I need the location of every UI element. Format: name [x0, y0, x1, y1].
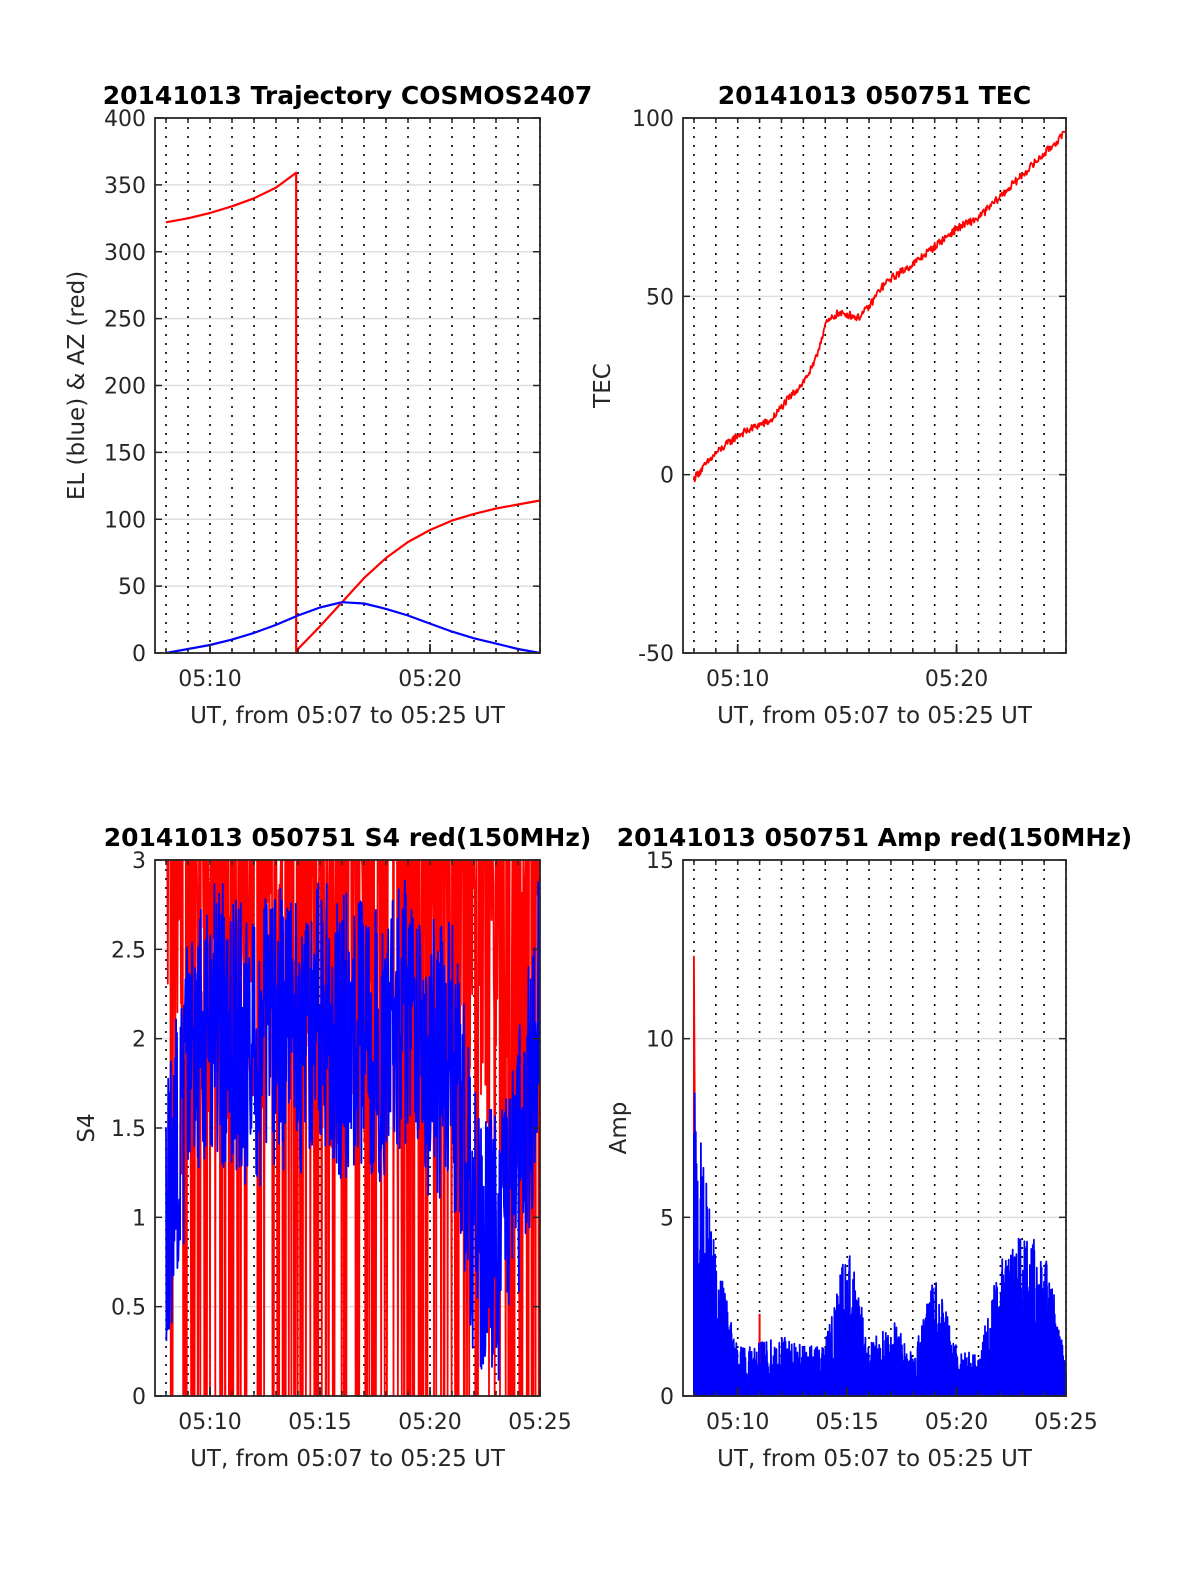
- y-tick-label: 0: [132, 642, 146, 667]
- x-tick-label: 05:15: [288, 1410, 351, 1435]
- x-axis-label: UT, from 05:07 to 05:25 UT: [717, 703, 1033, 729]
- x-tick-label: 05:20: [925, 1410, 988, 1435]
- y-tick-label: 50: [118, 575, 146, 600]
- y-tick-label: 15: [646, 849, 674, 874]
- y-tick-label: 150: [104, 441, 146, 466]
- y-tick-label: 2.5: [111, 938, 146, 963]
- axes-frame: [682, 859, 1067, 1397]
- series-line-1: [165, 171, 541, 655]
- y-tick-label: 1.5: [111, 1117, 146, 1142]
- x-tick-label: 05:20: [398, 667, 461, 692]
- y-tick-label: 1: [132, 1206, 146, 1231]
- y-tick-label: 5: [660, 1206, 674, 1231]
- plot-area: [683, 118, 1066, 653]
- y-tick-label: -50: [638, 642, 674, 667]
- chart-title: 20141013 Trajectory COSMOS2407: [103, 81, 593, 110]
- y-tick-label: 100: [104, 508, 146, 533]
- y-axis-label: TEC: [590, 363, 616, 409]
- chart-title: 20141013 050751 S4 red(150MHz): [104, 823, 592, 852]
- x-tick-label: 05:20: [398, 1410, 461, 1435]
- x-axis-label: UT, from 05:07 to 05:25 UT: [717, 1446, 1033, 1472]
- series-line-2: [693, 1092, 1067, 1397]
- x-tick-label: 05:20: [925, 667, 988, 692]
- y-tick-label: 100: [632, 107, 674, 132]
- x-tick-label: 05:10: [178, 1410, 241, 1435]
- x-tick-label: 05:10: [178, 667, 241, 692]
- chart-panel-2: -50 0 50 100 05:10 05:20 20141013 050751 TEC UT…: [590, 81, 1067, 729]
- y-tick-label: 400: [104, 107, 146, 132]
- series-line-1: [693, 130, 1067, 483]
- axes-frame: [682, 117, 1067, 654]
- y-axis-label: EL (blue) & AZ (red): [64, 271, 90, 500]
- y-tick-label: 0: [660, 1385, 674, 1410]
- x-axis-label: UT, from 05:07 to 05:25 UT: [190, 703, 506, 729]
- x-tick-label: 05:25: [1034, 1410, 1097, 1435]
- x-tick-label: 05:15: [815, 1410, 878, 1435]
- y-tick-label: 2: [132, 1028, 146, 1053]
- chart-panel-3: 0 0.5 1 1.5 2 2.5 3 05:10 05:15 05:20 05:25 2014101…: [74, 823, 591, 1472]
- y-tick-label: 0: [132, 1385, 146, 1410]
- chart-panel-4: 0 5 10 15 05:10 05:15 05:20 05:25 20141013 05075…: [606, 823, 1132, 1472]
- x-tick-label: 05:25: [508, 1410, 571, 1435]
- series-line-2: [165, 879, 541, 1381]
- chart-panel-1: 0 50 100 150 200 250 300 350 400 05:10 05:20 201410…: [64, 81, 592, 729]
- y-tick-label: 3: [132, 849, 146, 874]
- y-tick-label: 350: [104, 174, 146, 199]
- y-tick-label: 200: [104, 375, 146, 400]
- chart-title: 20141013 050751 Amp red(150MHz): [617, 823, 1133, 852]
- y-tick-label: 0.5: [111, 1296, 146, 1321]
- y-axis-label: S4: [74, 1113, 100, 1142]
- y-tick-label: 10: [646, 1028, 674, 1053]
- x-tick-label: 05:10: [706, 667, 769, 692]
- y-tick-label: 0: [660, 464, 674, 489]
- x-tick-label: 05:10: [706, 1410, 769, 1435]
- x-axis-label: UT, from 05:07 to 05:25 UT: [190, 1446, 506, 1472]
- series-line-2: [165, 601, 541, 655]
- chart-title: 20141013 050751 TEC: [718, 81, 1031, 110]
- y-tick-label: 250: [104, 308, 146, 333]
- y-tick-label: 300: [104, 241, 146, 266]
- y-tick-label: 50: [646, 285, 674, 310]
- y-axis-label: Amp: [606, 1102, 632, 1155]
